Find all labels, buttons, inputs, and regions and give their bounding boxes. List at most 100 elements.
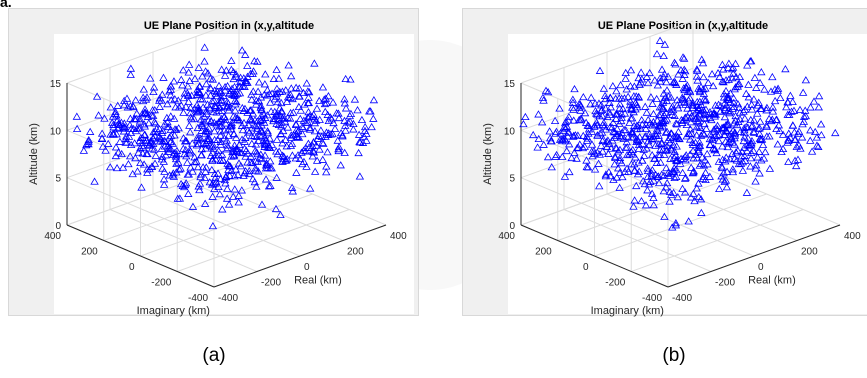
data-point xyxy=(303,113,313,121)
data-point xyxy=(662,115,672,123)
data-point xyxy=(263,163,273,171)
data-point xyxy=(322,98,331,107)
data-point xyxy=(545,127,554,135)
tick-label: 400 xyxy=(844,231,861,242)
data-point xyxy=(647,169,656,177)
data-point xyxy=(322,168,331,176)
data-point xyxy=(133,167,142,175)
data-point xyxy=(214,150,223,159)
data-point xyxy=(358,138,368,146)
data-point xyxy=(294,133,304,141)
data-point xyxy=(353,106,362,114)
data-point xyxy=(209,96,219,104)
data-point xyxy=(362,136,371,144)
data-point xyxy=(743,134,753,142)
data-point xyxy=(140,105,150,113)
data-point xyxy=(564,116,573,124)
data-point xyxy=(698,59,708,67)
data-point xyxy=(302,79,311,87)
data-point xyxy=(206,83,215,91)
data-point xyxy=(336,161,345,169)
data-point xyxy=(655,74,665,82)
data-point xyxy=(699,172,708,180)
data-point xyxy=(560,119,570,127)
data-point xyxy=(92,92,102,100)
data-point xyxy=(637,196,646,205)
data-point xyxy=(208,141,218,149)
data-point xyxy=(758,140,768,149)
data-point xyxy=(741,89,751,97)
data-point xyxy=(260,90,269,98)
data-point xyxy=(170,94,179,103)
data-point xyxy=(595,111,604,120)
data-point xyxy=(106,130,115,138)
data-point xyxy=(682,83,692,92)
data-point xyxy=(282,142,291,150)
data-point xyxy=(632,100,641,108)
data-point xyxy=(559,126,568,135)
data-point xyxy=(739,107,748,115)
data-point xyxy=(723,120,732,128)
data-point xyxy=(260,80,270,88)
data-point xyxy=(284,61,293,69)
data-point xyxy=(157,128,167,137)
data-point xyxy=(678,93,687,101)
data-point xyxy=(255,131,265,139)
data-point xyxy=(755,124,764,132)
data-point xyxy=(643,78,653,87)
chart-a-svg: UE Plane Position in (x,y,altitude -400-… xyxy=(28,20,414,317)
data-point xyxy=(672,96,682,104)
data-point xyxy=(150,145,159,153)
data-point xyxy=(636,124,645,132)
data-point xyxy=(179,66,188,74)
data-point xyxy=(718,142,727,150)
data-point xyxy=(642,144,651,152)
data-point xyxy=(794,141,804,149)
data-point xyxy=(605,122,615,131)
data-point xyxy=(793,129,803,138)
data-point xyxy=(259,109,268,118)
data-point xyxy=(672,142,681,150)
data-point xyxy=(762,121,771,129)
data-point xyxy=(248,69,257,78)
data-point xyxy=(736,127,745,135)
data-point xyxy=(562,146,571,155)
data-point xyxy=(756,117,765,125)
data-point xyxy=(97,129,107,137)
data-point xyxy=(230,185,239,193)
data-point xyxy=(174,103,184,111)
data-point xyxy=(109,123,118,131)
tick-label: -200 xyxy=(605,278,625,289)
data-point xyxy=(176,179,186,188)
data-point xyxy=(537,118,547,126)
data-point xyxy=(578,143,588,152)
data-point xyxy=(234,191,243,199)
data-point xyxy=(633,103,642,111)
data-point xyxy=(719,89,729,98)
data-point xyxy=(664,168,673,176)
data-point xyxy=(166,82,176,90)
y-axis-line xyxy=(66,224,215,288)
data-point xyxy=(594,159,603,167)
data-point xyxy=(254,97,264,105)
data-point xyxy=(757,68,766,76)
data-point xyxy=(669,78,678,86)
data-point xyxy=(239,171,248,179)
chart-b-svg: UE Plane Position in (x,y,altitude -400-… xyxy=(482,20,867,317)
data-point xyxy=(746,154,756,162)
data-point xyxy=(768,72,777,81)
data-point xyxy=(718,60,727,68)
grid-line xyxy=(66,162,240,226)
data-point xyxy=(632,135,642,143)
data-point xyxy=(321,94,331,102)
data-point xyxy=(345,117,355,125)
data-point xyxy=(278,139,287,147)
tick-label: 200 xyxy=(81,247,98,258)
data-point xyxy=(699,85,708,93)
data-point xyxy=(231,133,241,141)
data-point xyxy=(185,121,194,129)
data-point xyxy=(216,86,225,94)
data-point xyxy=(599,118,609,126)
data-point xyxy=(186,113,195,121)
data-point xyxy=(580,142,589,150)
